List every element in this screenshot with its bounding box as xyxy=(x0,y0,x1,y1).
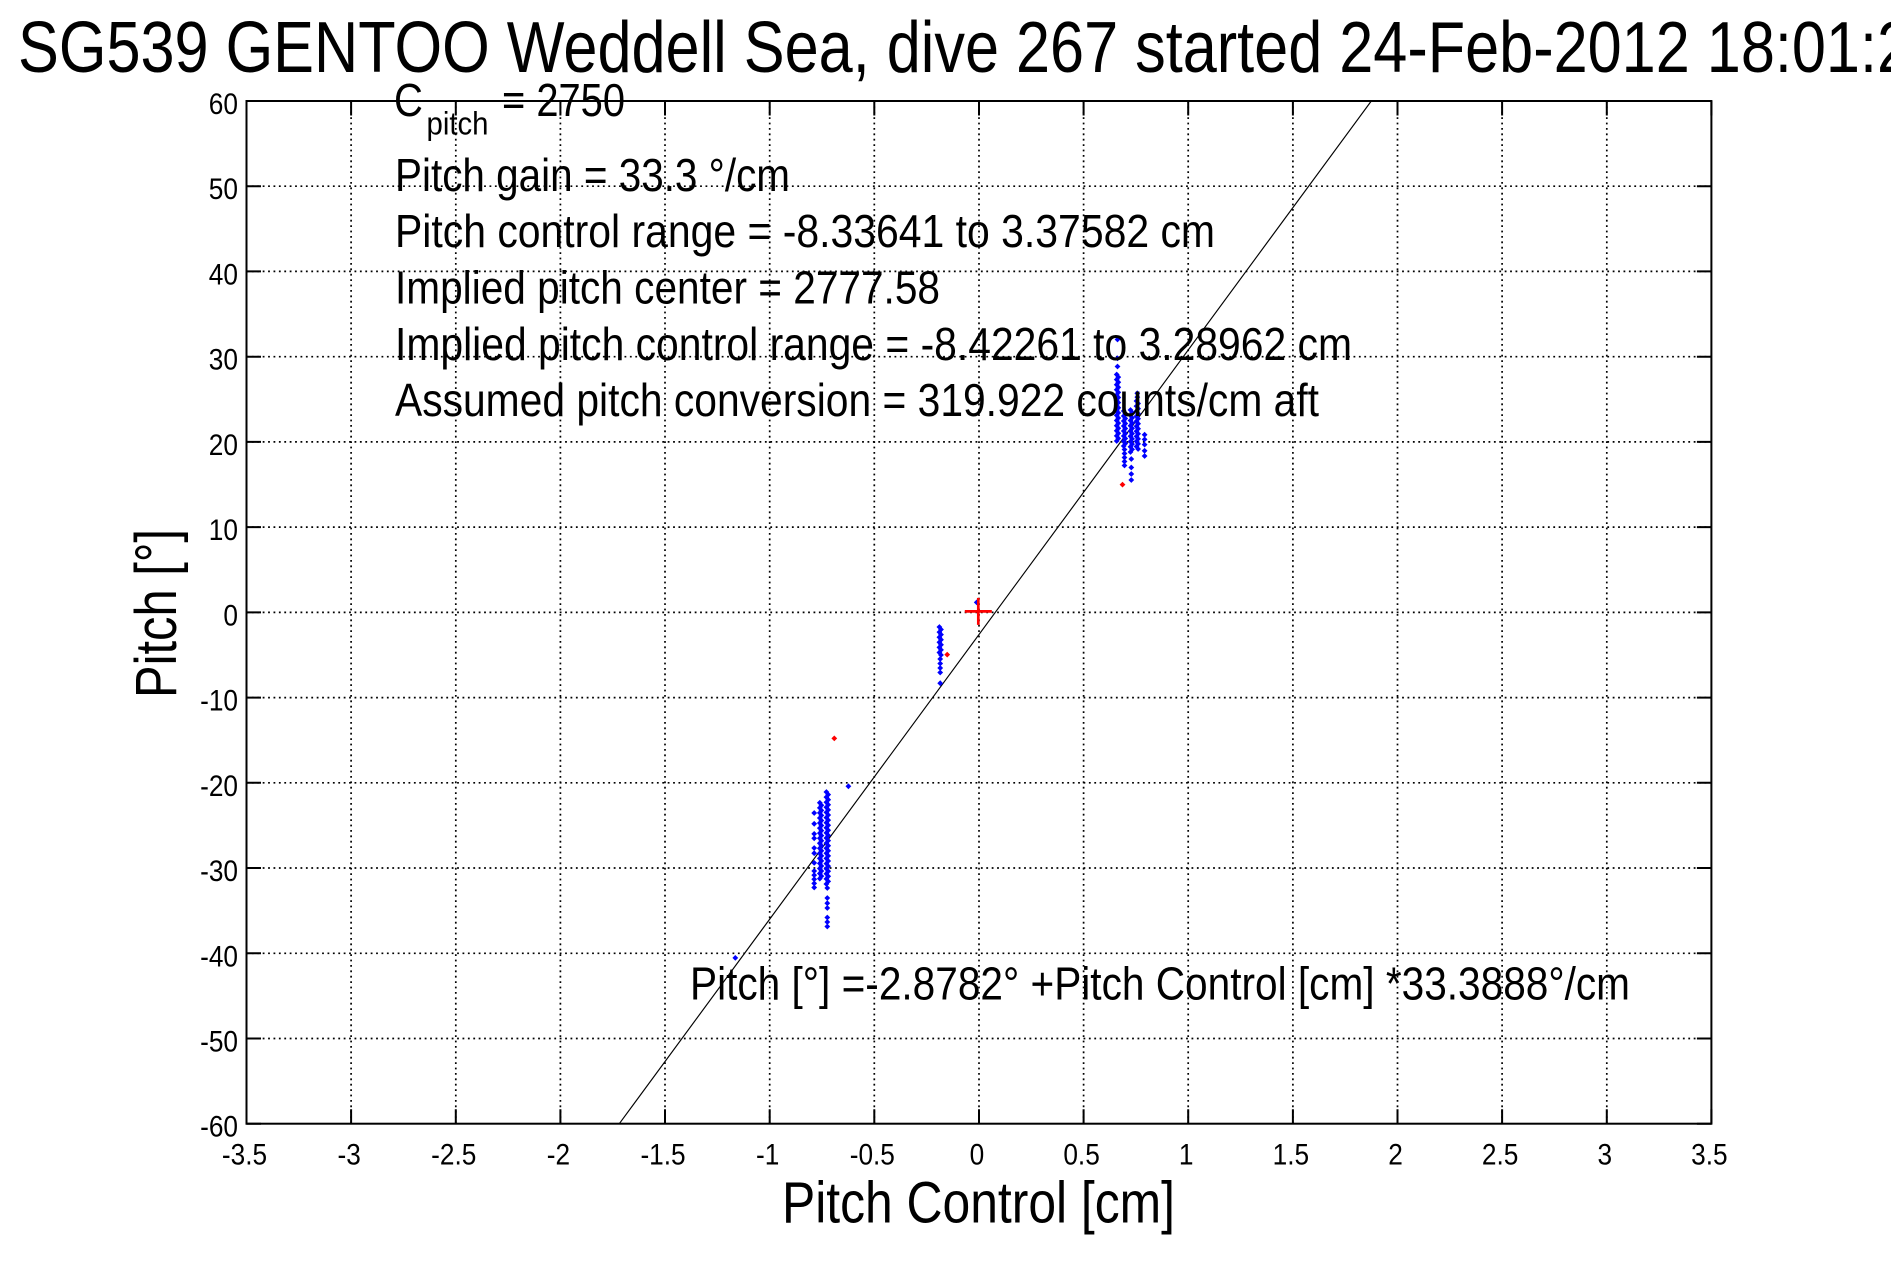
svg-text:20: 20 xyxy=(209,429,238,462)
svg-text:-10: -10 xyxy=(200,685,238,718)
svg-text:-3.5: -3.5 xyxy=(222,1139,267,1172)
svg-text:-40: -40 xyxy=(200,940,238,973)
svg-text:60: 60 xyxy=(209,88,238,121)
svg-text:-0.5: -0.5 xyxy=(850,1139,895,1172)
svg-text:SG539 GENTOO Weddell Sea, dive: SG539 GENTOO Weddell Sea, dive 267 start… xyxy=(18,8,1891,88)
svg-text:Pitch control range = -8.33641: Pitch control range = -8.33641 to 3.3758… xyxy=(395,205,1215,257)
svg-text:0: 0 xyxy=(223,599,238,632)
svg-text:3: 3 xyxy=(1597,1139,1612,1172)
svg-text:2: 2 xyxy=(1388,1139,1403,1172)
svg-text:-1: -1 xyxy=(756,1139,779,1172)
svg-text:2.5: 2.5 xyxy=(1482,1139,1519,1172)
svg-text:C: C xyxy=(394,74,423,126)
svg-text:= 2750: = 2750 xyxy=(502,74,625,126)
svg-text:1.5: 1.5 xyxy=(1273,1139,1310,1172)
svg-text:0: 0 xyxy=(970,1139,985,1172)
svg-text:1: 1 xyxy=(1179,1139,1194,1172)
svg-text:Pitch Control [cm]: Pitch Control [cm] xyxy=(782,1171,1175,1236)
svg-text:-30: -30 xyxy=(200,855,238,888)
svg-text:-3: -3 xyxy=(337,1139,360,1172)
svg-text:-2.5: -2.5 xyxy=(431,1139,476,1172)
svg-text:Implied pitch control range =: Implied pitch control range = -8.42261 t… xyxy=(395,318,1352,370)
svg-text:10: 10 xyxy=(209,514,238,547)
svg-text:-2: -2 xyxy=(547,1139,570,1172)
svg-text:3.5: 3.5 xyxy=(1691,1139,1728,1172)
svg-text:50: 50 xyxy=(209,173,238,206)
svg-text:-50: -50 xyxy=(200,1025,238,1058)
svg-text:40: 40 xyxy=(209,258,238,291)
svg-text:Pitch [°] =-2.8782° +Pitch Con: Pitch [°] =-2.8782° +Pitch Control [cm] … xyxy=(690,958,1630,1010)
svg-text:Assumed pitch conversion = 319: Assumed pitch conversion = 319.922 count… xyxy=(395,374,1319,426)
svg-text:Pitch [°]: Pitch [°] xyxy=(124,529,189,698)
svg-text:-1.5: -1.5 xyxy=(640,1139,685,1172)
svg-text:30: 30 xyxy=(209,344,238,377)
svg-text:pitch: pitch xyxy=(427,106,489,142)
svg-text:0.5: 0.5 xyxy=(1063,1139,1100,1172)
svg-text:-20: -20 xyxy=(200,770,238,803)
svg-text:Implied pitch center = 2777.58: Implied pitch center = 2777.58 xyxy=(395,262,940,314)
svg-text:-60: -60 xyxy=(200,1111,238,1144)
svg-text:Pitch gain = 33.3 °/cm: Pitch gain = 33.3 °/cm xyxy=(395,149,790,201)
